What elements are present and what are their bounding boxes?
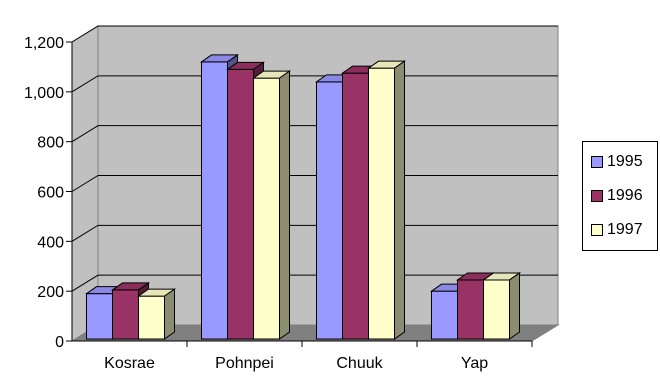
bar-pohnpei-1995 <box>201 61 228 340</box>
x-tick-label: Chuuk <box>336 355 383 372</box>
legend-swatch-1995 <box>591 156 603 168</box>
gridline <box>71 25 558 43</box>
legend-swatch-1996 <box>591 190 603 202</box>
bar-pohnpei-1997 <box>253 77 280 340</box>
legend-label-1996: 1996 <box>607 187 643 204</box>
legend-label-1995: 1995 <box>607 153 643 170</box>
legend-item-1996: 1996 <box>591 186 643 206</box>
bar-yap-1997-side <box>509 271 520 340</box>
bar-yap-1996 <box>457 279 484 340</box>
x-tick-label: Pohnpei <box>215 355 274 372</box>
bar-kosrae-1997-side <box>164 288 175 340</box>
bar-yap-1995 <box>431 290 458 340</box>
y-tick-label: 200 <box>37 284 64 301</box>
bar-kosrae-1996 <box>112 289 139 340</box>
y-tick-label: 1,200 <box>24 35 64 52</box>
bar-chuuk-1995 <box>316 81 343 340</box>
y-tick-label: 800 <box>37 135 64 152</box>
bar-chuuk-1997 <box>368 67 395 340</box>
x-tick-label: Kosrae <box>104 355 155 372</box>
y-tick-label: 400 <box>37 234 64 251</box>
bar-kosrae-1997 <box>138 295 165 340</box>
y-tick-label: 1,000 <box>24 85 64 102</box>
bar-yap-1997 <box>483 279 510 340</box>
bar-pohnpei-1997-side <box>279 70 290 340</box>
legend-swatch-1997 <box>591 224 603 236</box>
legend: 1995 1996 1997 <box>582 141 658 251</box>
bar-chuuk-1996 <box>342 72 369 340</box>
legend-label-1997: 1997 <box>607 221 643 238</box>
legend-item-1995: 1995 <box>591 152 643 172</box>
y-tick-label: 600 <box>37 185 64 202</box>
bar-pohnpei-1996 <box>227 68 254 340</box>
bar-kosrae-1995 <box>86 293 113 340</box>
bar-chuuk-1997-side <box>394 60 405 340</box>
x-tick-label: Yap <box>461 355 488 372</box>
y-tick-label: 0 <box>55 334 64 351</box>
legend-item-1997: 1997 <box>591 220 643 240</box>
